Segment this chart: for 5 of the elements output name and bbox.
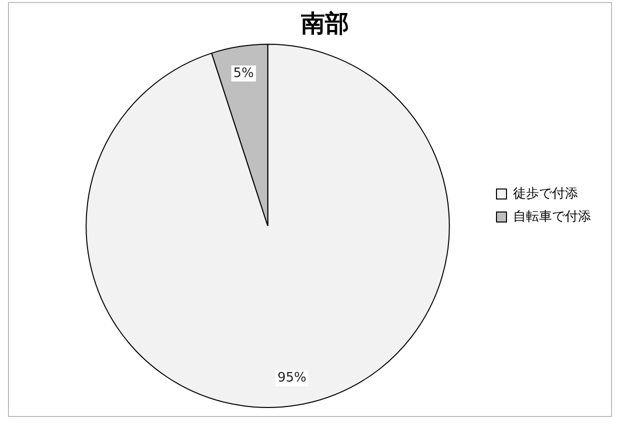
data-label: 95%	[277, 370, 306, 386]
legend-label: 自転車で付添	[513, 209, 591, 224]
data-label: 5%	[233, 66, 254, 81]
chart-title: 南部	[300, 10, 349, 38]
legend-label: 徒歩で付添	[513, 186, 578, 202]
